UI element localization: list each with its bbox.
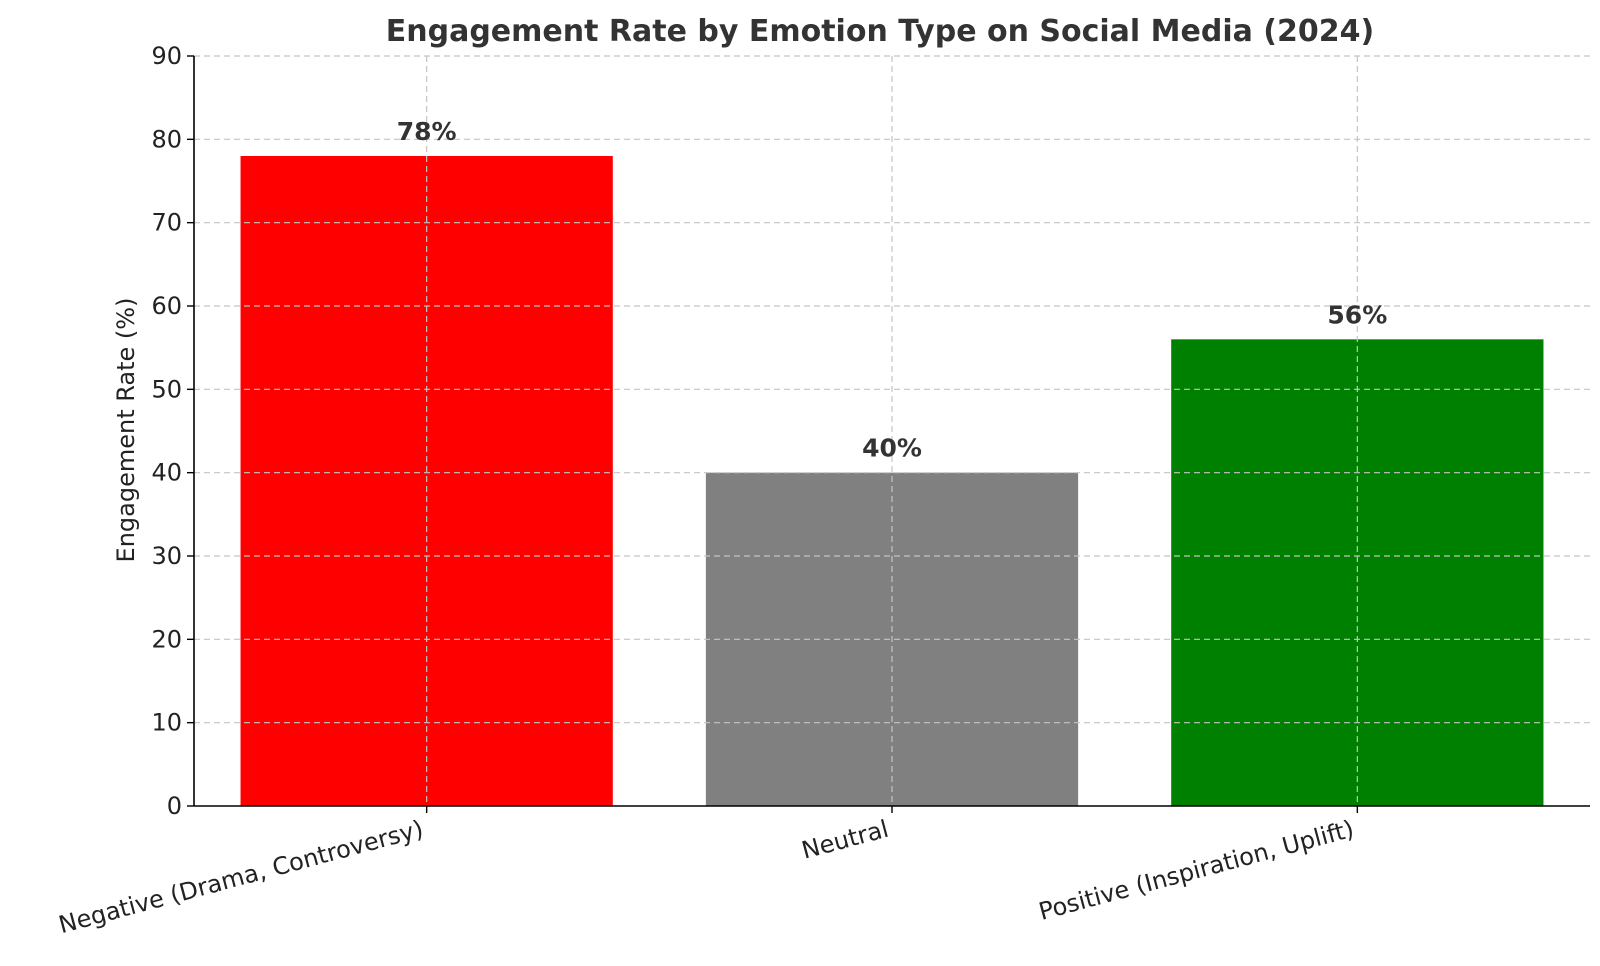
y-axis-label: Engagement Rate (%) (112, 298, 140, 563)
y-tick-label-8: 80 (151, 125, 182, 153)
data-labels: 78% 40% 56% (397, 117, 1388, 463)
data-label-1: 40% (862, 434, 922, 463)
y-tick-label-4: 40 (151, 459, 182, 487)
x-tick-label-1: Neutral (799, 815, 892, 865)
x-tick-label-0: Negative (Drama, Controversy) (56, 815, 427, 939)
data-label-2: 56% (1327, 300, 1387, 329)
grid (194, 55, 1590, 806)
data-label-0: 78% (397, 117, 457, 146)
y-tick-label-9: 90 (151, 42, 182, 70)
x-axis-ticks: Negative (Drama, Controversy) Neutral Posi… (56, 806, 1359, 939)
y-tick-label-1: 10 (151, 709, 182, 737)
y-tick-label-0: 0 (167, 792, 182, 820)
y-tick-label-3: 30 (151, 542, 182, 570)
y-tick-label-6: 60 (151, 292, 182, 320)
y-tick-label-2: 20 (151, 625, 182, 653)
y-tick-label-7: 70 (151, 209, 182, 237)
x-tick-label-2: Positive (Inspiration, Uplift) (1036, 815, 1357, 926)
y-tick-label-5: 50 (151, 375, 182, 403)
chart-title: Engagement Rate by Emotion Type on Socia… (386, 14, 1374, 49)
y-axis-ticks: 0 10 20 30 40 50 60 70 80 90 (151, 42, 194, 820)
